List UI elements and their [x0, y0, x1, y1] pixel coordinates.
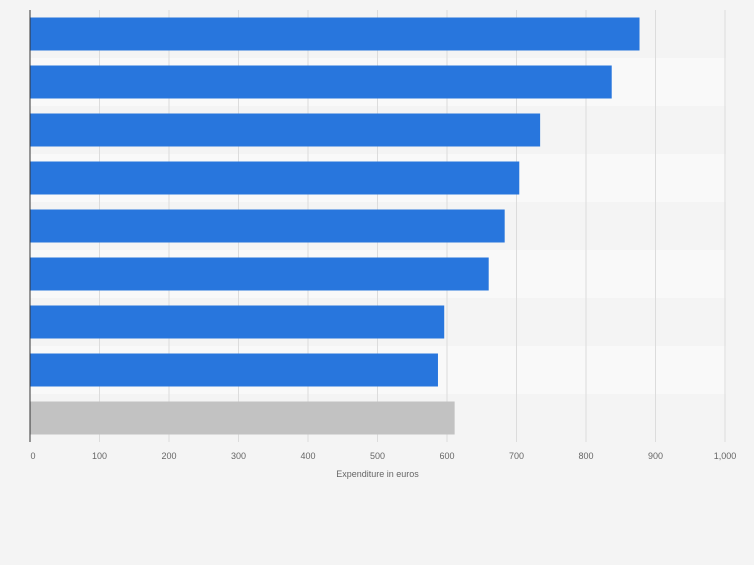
- bar: [30, 305, 445, 339]
- bar: [30, 257, 489, 291]
- x-tick-label: 500: [370, 451, 385, 461]
- x-tick-label: 1,000: [714, 451, 737, 461]
- x-tick-label: 200: [161, 451, 176, 461]
- x-tick-label: 0: [30, 451, 35, 461]
- bar: [30, 17, 640, 51]
- x-tick-label: 400: [300, 451, 315, 461]
- bar: [30, 161, 520, 195]
- x-tick-label: 900: [648, 451, 663, 461]
- x-tick-label: 800: [578, 451, 593, 461]
- x-axis-ticks: 0 100 200 300 400 500 600 700 800 900 1,000: [30, 451, 736, 461]
- x-tick-label: 100: [92, 451, 107, 461]
- x-tick-label: 300: [231, 451, 246, 461]
- x-tick-label: 700: [509, 451, 524, 461]
- bar: [30, 209, 505, 243]
- bar: [30, 401, 455, 435]
- bars: [30, 17, 640, 435]
- x-tick-label: 600: [439, 451, 454, 461]
- x-axis-title: Expenditure in euros: [336, 469, 419, 479]
- bar: [30, 65, 612, 99]
- bar: [30, 353, 438, 387]
- bar: [30, 113, 541, 147]
